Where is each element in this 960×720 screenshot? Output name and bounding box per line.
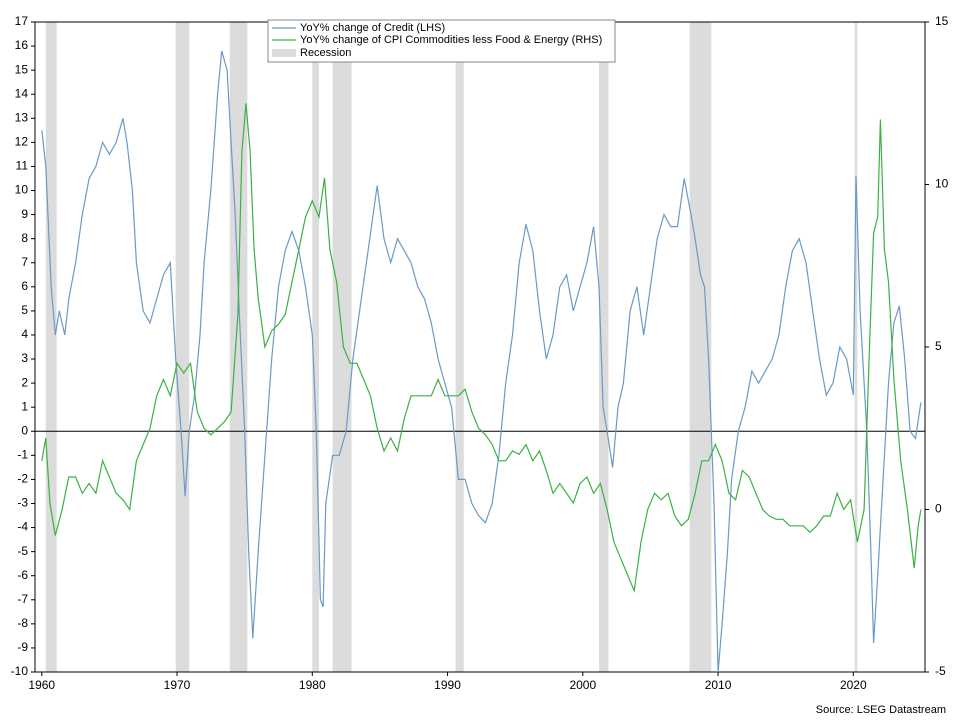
y-tick-label: 12 [15,135,29,149]
x-tick-label: 1990 [434,678,461,692]
y-tick-label: 11 [16,159,29,173]
legend-label: YoY% change of CPI Commodities less Food… [300,34,602,46]
legend-swatch [272,49,296,57]
y-tick-label: -6 [17,568,28,582]
series-line [41,103,922,594]
y-tick-label: 9 [21,207,28,221]
y-tick-label: 10 [15,183,29,197]
x-tick-label: 2020 [840,678,867,692]
x-tick-label: 2010 [705,678,732,692]
y-tick-label: -4 [17,520,28,534]
recession-band [229,22,248,672]
y-tick-label: -5 [17,544,28,558]
recession-band [689,22,712,672]
legend-label: Recession [300,47,351,59]
y-tick-label: 16 [15,38,29,52]
y-tick-label: 2 [21,375,28,389]
y-tick-label: 17 [15,14,29,28]
y-tick-label: 15 [15,62,29,76]
y-tick-label: -2 [17,472,28,486]
legend-box [267,19,616,63]
legend: YoY% change of Credit (LHS)YoY% change o… [267,19,616,63]
y-tick-label: 3 [21,351,28,365]
y-tick-label: -8 [17,616,28,630]
legend-label: YoY% change of Credit (LHS) [300,22,445,34]
recession-band [854,22,858,672]
y-tick-label: -1 [17,448,28,462]
recession-band [455,22,464,672]
y-tick-label: 1 [21,399,28,413]
y-tick-label: 0 [21,423,28,437]
y-tick-label: 14 [15,86,29,100]
y-tick-label: 6 [21,279,28,293]
x-tick-label: 1980 [299,678,326,692]
y-tick-label: 8 [21,231,28,245]
source: Source: LSEG Datastream [816,704,946,716]
y-tick-label: 7 [21,255,28,269]
y-tick-label: 5 [21,303,28,317]
y-tick-label: 4 [21,327,28,341]
y2-tick-label: 10 [935,177,949,191]
x-tick-label: 1960 [28,678,55,692]
recession-band [175,22,190,672]
x-tick-label: 1970 [164,678,191,692]
y-tick-label: -10 [11,664,29,678]
y-tick-label: -9 [17,640,28,654]
y2-tick-label: 0 [935,502,942,516]
y-tick-label: -3 [17,496,28,510]
recession-band [45,22,57,672]
plot-frame [34,21,926,673]
recession-band [312,22,320,672]
y-tick-label: 13 [15,110,29,124]
y2-tick-label: 5 [935,339,942,353]
series-line [41,50,922,673]
y2-tick-label: 15 [935,14,949,28]
y2-tick-label: -5 [935,664,946,678]
x-tick-label: 2000 [569,678,596,692]
recession-band [599,22,609,672]
recession-band [332,22,352,672]
y-tick-label: -7 [17,592,28,606]
